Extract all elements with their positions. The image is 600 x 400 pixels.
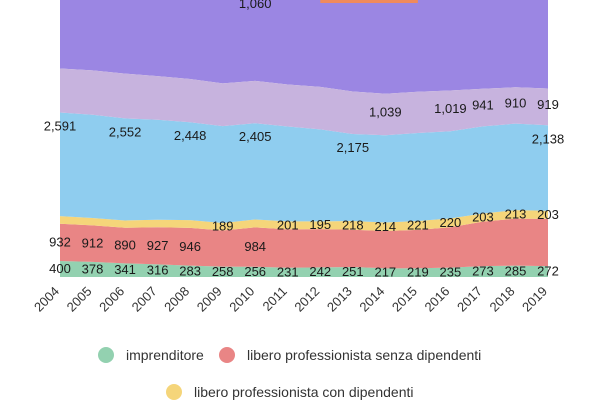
x-tick-label: 2018 [487, 284, 518, 315]
data-label: 285 [505, 263, 527, 278]
data-label: 984 [244, 239, 266, 254]
x-tick-label: 2005 [64, 284, 95, 315]
area-series-2 [60, 210, 548, 232]
legend-label: imprenditore [126, 347, 204, 363]
x-tick-label: 2009 [194, 284, 225, 315]
data-label: 219 [407, 265, 429, 280]
data-label: 946 [179, 239, 201, 254]
legend-item-con-dipendenti[interactable]: libero professionista con dipendenti [166, 384, 413, 400]
data-label: 217 [374, 265, 396, 280]
data-label: 1,039 [369, 105, 402, 120]
legend-label: libero professionista con dipendenti [194, 384, 414, 400]
data-label: 2,175 [337, 140, 370, 155]
data-label: 273 [472, 264, 494, 279]
data-label: 251 [342, 264, 364, 279]
x-tick-label: 2008 [161, 284, 192, 315]
data-label: 220 [440, 215, 462, 230]
area-accent [320, 0, 418, 3]
area-series-0 [60, 261, 548, 277]
x-tick-label: 2015 [389, 284, 420, 315]
x-tick-label: 2007 [129, 284, 160, 315]
data-label: 203 [537, 207, 559, 222]
area-series-1 [60, 218, 548, 269]
x-tick-label: 2017 [454, 284, 485, 315]
data-label: 890 [114, 238, 136, 253]
x-tick-label: 2006 [96, 284, 127, 315]
data-label: 378 [82, 261, 104, 276]
data-label: 400 [49, 261, 71, 276]
legend-swatch-icon [98, 347, 114, 363]
data-label: 316 [147, 263, 169, 278]
data-label: 919 [537, 97, 559, 112]
data-label: 2,138 [532, 131, 565, 146]
data-label: 910 [505, 95, 527, 110]
legend-item-imprenditore[interactable]: imprenditore [98, 347, 204, 363]
data-label: 932 [49, 234, 71, 249]
data-label: 2,448 [174, 128, 207, 143]
data-label: 283 [179, 263, 201, 278]
data-label: 214 [374, 219, 396, 234]
legend-swatch-icon [166, 384, 182, 400]
legend-label: libero professionista senza dipendenti [247, 347, 482, 363]
x-tick-label: 2019 [519, 284, 550, 315]
legend-item-senza-dipendenti[interactable]: libero professionista senza dipendenti [219, 347, 481, 363]
x-tick-label: 2014 [356, 284, 387, 315]
data-label: 256 [244, 264, 266, 279]
area-top-band [60, 0, 548, 94]
data-label: 341 [114, 262, 136, 277]
data-label: 221 [407, 217, 429, 232]
area-series-3 [60, 112, 548, 223]
data-label: 235 [440, 264, 462, 279]
data-label: 189 [212, 219, 234, 234]
data-label: 941 [472, 98, 494, 113]
data-label: 231 [277, 264, 299, 279]
data-label: 213 [505, 206, 527, 221]
data-label: 927 [147, 238, 169, 253]
x-tick-label: 2010 [226, 284, 257, 315]
data-label: 195 [309, 217, 331, 232]
x-tick-label: 2012 [291, 284, 322, 315]
legend-swatch-icon [219, 347, 235, 363]
data-label: 218 [342, 217, 364, 232]
data-label: 912 [82, 236, 104, 251]
data-label: 2,552 [109, 124, 142, 139]
data-label: 2,405 [239, 129, 272, 144]
data-label: 201 [277, 217, 299, 232]
data-label: 203 [472, 210, 494, 225]
data-label: 242 [309, 264, 331, 279]
x-tick-label: 2011 [259, 284, 289, 314]
x-tick-label: 2016 [421, 284, 452, 315]
data-label: 2,591 [44, 118, 77, 133]
data-label: 258 [212, 264, 234, 279]
data-label: 1,060 [239, 0, 272, 11]
x-tick-label: 2013 [324, 284, 355, 315]
area-series-4 [60, 68, 548, 136]
x-tick-label: 2004 [31, 284, 62, 315]
data-label: 272 [537, 264, 559, 279]
data-label: 1,019 [434, 101, 467, 116]
